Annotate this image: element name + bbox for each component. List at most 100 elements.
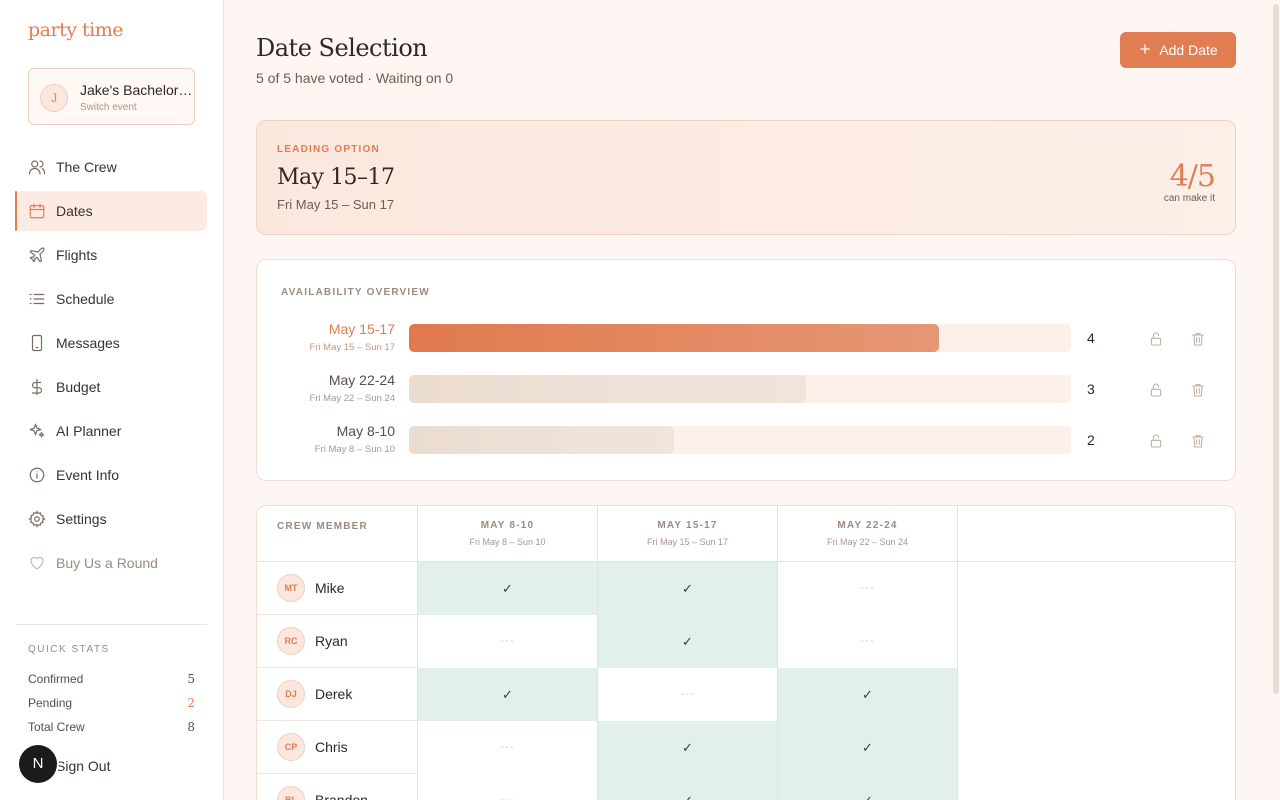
- sidebar-item-settings[interactable]: Settings: [16, 499, 207, 539]
- member-name: Ryan: [315, 633, 348, 649]
- phone-icon: [28, 334, 46, 352]
- overview-date-range: Fri May 22 – Sun 24: [309, 393, 395, 404]
- stat-total-crew: Total Crew 8: [16, 715, 207, 739]
- list-icon: [28, 290, 46, 308]
- sidebar-item-crew[interactable]: The Crew: [16, 147, 207, 187]
- avatar: CP: [277, 733, 305, 761]
- check-icon: ✓: [862, 740, 873, 755]
- sidebar-item-budget[interactable]: Budget: [16, 367, 207, 407]
- add-date-label: Add Date: [1159, 42, 1218, 58]
- sidebar-item-dates[interactable]: Dates: [15, 191, 207, 231]
- stat-pending: Pending 2: [16, 691, 207, 715]
- availability-cell-available[interactable]: ✓: [597, 774, 777, 800]
- dash-placeholder: ---: [500, 794, 515, 800]
- availability-cell-unavailable[interactable]: ---: [417, 615, 597, 668]
- scrollbar-thumb[interactable]: [1273, 4, 1279, 694]
- page-scrollbar[interactable]: [1272, 0, 1280, 800]
- quick-stats: QUICK STATS Confirmed 5 Pending 2 Total …: [16, 624, 207, 739]
- sidebar-item-label: Event Info: [56, 467, 120, 483]
- trash-icon[interactable]: [1190, 382, 1206, 398]
- event-name: Jake's Bachelor Party: [80, 82, 196, 98]
- overview-count: 2: [1087, 432, 1095, 448]
- grid-empty-cell: [957, 721, 1235, 774]
- overview-date: May 15-17: [328, 321, 395, 337]
- trash-icon[interactable]: [1190, 433, 1206, 449]
- heart-icon: [28, 554, 46, 572]
- dash-placeholder: ---: [860, 635, 875, 647]
- sidebar-item-label: Settings: [56, 511, 107, 527]
- column-range: Fri May 15 – Sun 17: [646, 537, 729, 547]
- sign-out-button[interactable]: Sign Out: [56, 758, 111, 774]
- overview-count: 3: [1087, 381, 1095, 397]
- dash-placeholder: ---: [500, 635, 515, 647]
- grid-empty-cell: [957, 562, 1235, 615]
- add-date-button[interactable]: Add Date: [1120, 32, 1236, 68]
- availability-cell-unavailable[interactable]: ---: [417, 721, 597, 774]
- availability-cell-available[interactable]: ✓: [777, 721, 957, 774]
- sidebar-item-label: The Crew: [56, 159, 117, 175]
- availability-bar-track: [409, 375, 1071, 403]
- sidebar-item-label: Flights: [56, 247, 98, 263]
- availability-cell-available[interactable]: ✓: [597, 615, 777, 668]
- leading-option-range: Fri May 15 – Sun 17: [277, 197, 395, 212]
- lock-icon[interactable]: [1148, 331, 1164, 347]
- availability-cell-unavailable[interactable]: ---: [777, 562, 957, 615]
- crew-member-header: CREW MEMBER: [277, 521, 368, 532]
- overview-row: May 22-24 Fri May 22 – Sun 24 3: [257, 372, 1237, 412]
- dash-placeholder: ---: [860, 582, 875, 594]
- column-range: Fri May 8 – Sun 10: [469, 537, 546, 547]
- table-row: CP Chris --- ✓ ✓: [257, 721, 1235, 774]
- check-icon: ✓: [682, 634, 693, 649]
- sidebar-item-label: Messages: [56, 335, 120, 351]
- sidebar-item-flights[interactable]: Flights: [16, 235, 207, 275]
- brand-logo[interactable]: party time: [28, 19, 123, 41]
- member-name: Brandon: [315, 792, 368, 800]
- check-icon: ✓: [682, 581, 693, 596]
- trash-icon[interactable]: [1190, 331, 1206, 347]
- member-name: Chris: [315, 739, 348, 755]
- availability-cell-available[interactable]: ✓: [777, 668, 957, 721]
- overview-date: May 8-10: [336, 423, 395, 439]
- availability-cell-available[interactable]: ✓: [597, 562, 777, 615]
- availability-cell-unavailable[interactable]: ---: [417, 774, 597, 800]
- lock-icon[interactable]: [1148, 433, 1164, 449]
- sidebar-item-label: Schedule: [56, 291, 115, 307]
- sidebar-item-schedule[interactable]: Schedule: [16, 279, 207, 319]
- avatar: RC: [277, 627, 305, 655]
- quick-stats-title: QUICK STATS: [28, 644, 110, 655]
- check-icon: ✓: [682, 774, 693, 800]
- lock-icon[interactable]: [1148, 382, 1164, 398]
- sidebar-item-messages[interactable]: Messages: [16, 323, 207, 363]
- grid-empty-cell: [957, 774, 1235, 800]
- table-row: DJ Derek ✓ --- ✓: [257, 668, 1235, 721]
- availability-cell-available[interactable]: ✓: [597, 721, 777, 774]
- grid-column-header: MAY 22-24 Fri May 22 – Sun 24: [777, 506, 957, 562]
- availability-cell-available[interactable]: ✓: [417, 562, 597, 615]
- info-icon: [28, 466, 46, 484]
- dollar-icon: [28, 378, 46, 396]
- stat-value: 5: [187, 672, 195, 686]
- availability-cell-unavailable[interactable]: ---: [777, 615, 957, 668]
- check-icon: ✓: [682, 740, 693, 755]
- event-switcher[interactable]: J Jake's Bachelor Party Switch event: [28, 68, 196, 125]
- check-icon: ✓: [502, 687, 513, 702]
- grid-column-header: MAY 15-17 Fri May 15 – Sun 17: [597, 506, 777, 562]
- grid-empty-cell: [957, 668, 1235, 721]
- sidebar-item-ai-planner[interactable]: AI Planner: [16, 411, 207, 451]
- availability-cell-available[interactable]: ✓: [417, 668, 597, 721]
- availability-bar-track: [409, 324, 1071, 352]
- availability-cell-unavailable[interactable]: ---: [597, 668, 777, 721]
- sidebar-item-label: Dates: [56, 203, 93, 219]
- sidebar: party time J Jake's Bachelor Party Switc…: [0, 0, 224, 800]
- floating-n-button[interactable]: N: [19, 745, 57, 783]
- sidebar-item-buy-us-a-round[interactable]: Buy Us a Round: [16, 543, 207, 583]
- stat-label: Confirmed: [28, 672, 84, 686]
- column-title: MAY 8-10: [480, 520, 535, 531]
- member-name: Derek: [315, 686, 353, 702]
- sidebar-item-event-info[interactable]: Event Info: [16, 455, 207, 495]
- availability-cell-available[interactable]: ✓: [777, 774, 957, 800]
- leading-option-score: 4/5: [1169, 159, 1216, 194]
- check-icon: ✓: [862, 774, 873, 800]
- sparkles-icon: [28, 422, 46, 440]
- gear-icon: [28, 510, 46, 528]
